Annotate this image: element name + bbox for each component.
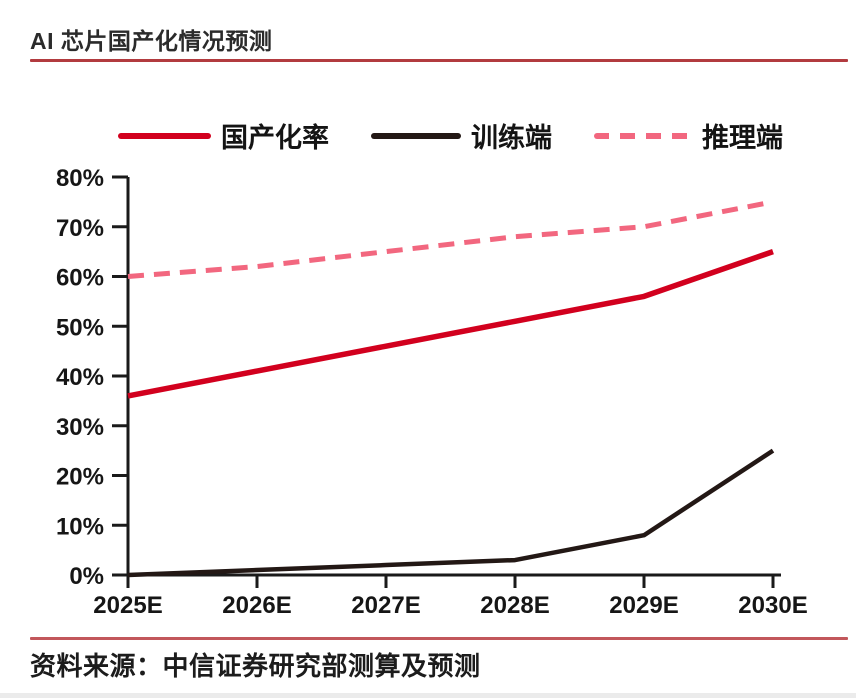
series-line-0 (127, 249, 774, 399)
x-tick-label: 2029E (609, 592, 678, 619)
x-tick-label: 2028E (480, 592, 549, 619)
y-tick-label: 30% (56, 414, 104, 441)
y-tick-label: 60% (56, 265, 104, 292)
y-tick-label: 50% (56, 314, 104, 341)
title-divider (30, 59, 848, 62)
y-tick-label: 10% (56, 513, 104, 540)
x-tick-label: 2030E (738, 592, 807, 619)
x-tick-label: 2026E (222, 592, 291, 619)
legend-item-inference: 推理端 (594, 116, 783, 155)
legend-label: 推理端 (702, 123, 783, 153)
y-tick-label: 70% (56, 215, 104, 242)
source-note: 资料来源：中信证券研究部测算及预测 (30, 651, 481, 681)
x-tick-label: 2025E (93, 592, 162, 619)
page-title: AI 芯片国产化情况预测 (30, 28, 273, 54)
series-line-2 (127, 199, 774, 279)
x-tick-label: 2027E (351, 592, 420, 619)
y-tick-label: 20% (56, 464, 104, 491)
legend-label: 国产化率 (221, 123, 329, 153)
legend-label: 训练端 (471, 123, 552, 153)
footer-divider (30, 637, 848, 640)
chart-legend: 国产化率 训练端 推理端 (118, 116, 783, 155)
series-line-1 (127, 448, 775, 578)
legend-item-training: 训练端 (371, 116, 552, 155)
y-tick-label: 0% (69, 563, 104, 590)
legend-item-localization-rate: 国产化率 (118, 116, 329, 155)
page-edge-strip (0, 693, 856, 698)
y-tick-label: 80% (56, 165, 104, 192)
legend-line-swatch-solid-black (371, 132, 461, 139)
legend-line-swatch-solid-red (118, 132, 211, 139)
y-tick-label: 40% (56, 364, 104, 391)
legend-line-swatch-dashed-pink (594, 132, 692, 139)
